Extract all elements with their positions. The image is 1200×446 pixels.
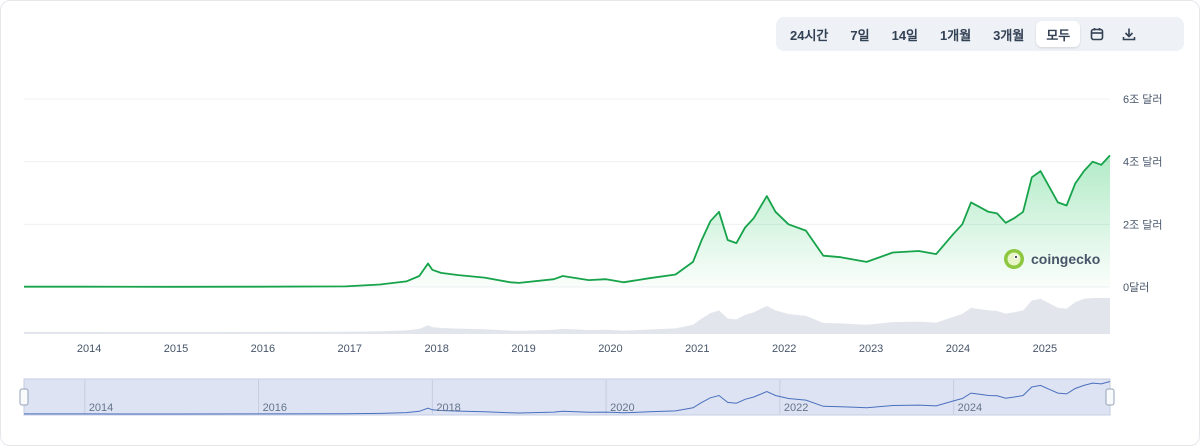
range-3m-button[interactable]: 3개월: [993, 27, 1025, 43]
coingecko-brand-text: coingecko: [1031, 251, 1101, 267]
x-tick-label: 2015: [164, 343, 188, 355]
range-all-button[interactable]: 모두: [1036, 21, 1081, 47]
navigator-window[interactable]: [23, 378, 1111, 416]
coingecko-watermark: coingecko: [1003, 248, 1100, 270]
x-tick-label: 2020: [598, 343, 622, 355]
volume-area: [24, 298, 1110, 334]
x-tick-label: 2018: [424, 343, 448, 355]
gecko-logo-icon: [1004, 249, 1024, 269]
x-tick-label: 2016: [251, 343, 275, 355]
x-tick-label: 2021: [685, 343, 709, 355]
navigator-tick-label: 2016: [263, 402, 287, 414]
x-tick-label: 2017: [338, 343, 362, 355]
x-tick-label: 2024: [946, 343, 970, 355]
navigator-tick-label: 2024: [958, 402, 982, 414]
navigator-tick-label: 2018: [436, 402, 460, 414]
navigator-tick-label: 2014: [89, 402, 113, 414]
x-tick-label: 2023: [859, 343, 883, 355]
y-tick-label: 0달러: [1123, 281, 1149, 294]
x-tick-label: 2022: [772, 343, 796, 355]
series-line: [24, 154, 1111, 288]
x-tick-label: 2025: [1033, 343, 1057, 355]
range-1m-button[interactable]: 1개월: [940, 27, 972, 43]
navigator-tick-label: 2020: [610, 402, 634, 414]
x-tick-label: 2019: [511, 343, 535, 355]
series-area: [24, 155, 1110, 287]
y-tick-label: 2조 달러: [1123, 218, 1163, 231]
x-tick-label: 2014: [77, 343, 101, 355]
y-tick-label: 6조 달러: [1123, 93, 1163, 106]
range-14d-button[interactable]: 14일: [891, 27, 919, 43]
y-tick-label: 4조 달러: [1123, 156, 1163, 169]
navigator-line: [24, 381, 1111, 415]
range-24h-button[interactable]: 24시간: [790, 27, 829, 43]
calendar-icon[interactable]: [1082, 21, 1112, 47]
range-7d-button[interactable]: 7일: [850, 27, 870, 43]
volume-bars: [24, 298, 1110, 334]
navigator-right-handle[interactable]: [1105, 388, 1115, 406]
range-navigator[interactable]: 2014 2016 2018 2020 2022 2024: [19, 378, 1115, 416]
download-icon[interactable]: [1114, 21, 1144, 47]
navigator-tick-label: 2022: [784, 402, 808, 414]
range-toolbar: 24시간 7일 14일 1개월 3개월 모두: [776, 17, 1184, 51]
navigator-left-handle[interactable]: [19, 388, 29, 406]
